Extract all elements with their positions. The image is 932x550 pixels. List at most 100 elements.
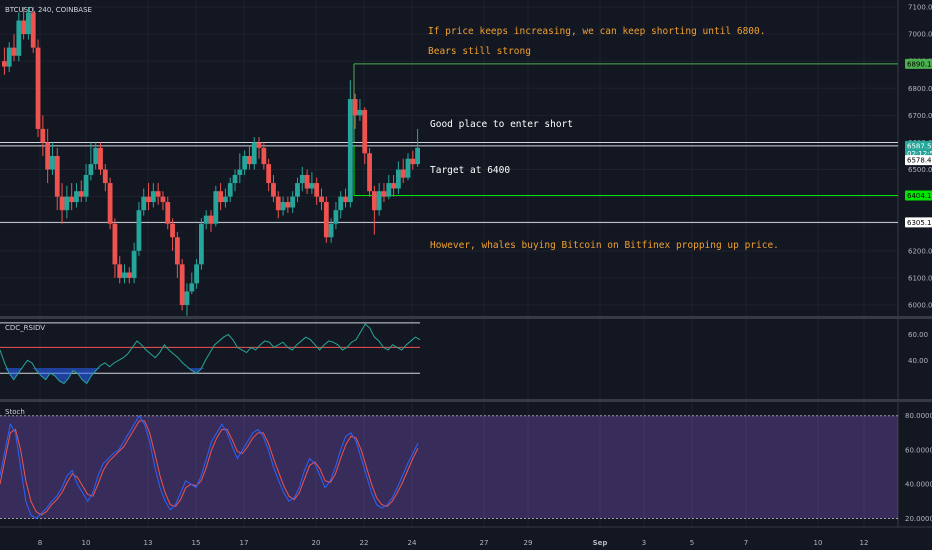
candle-body xyxy=(174,237,180,265)
time-tick-label: 22 xyxy=(360,539,369,547)
candle-body xyxy=(208,215,214,224)
candle-body xyxy=(251,142,257,165)
candle-body xyxy=(198,223,204,265)
time-axis[interactable]: 8 10 13 15 17 20 22 24 27 29 Sep 3 5 7 10 12 xyxy=(38,539,869,547)
candle-body xyxy=(280,202,286,211)
price-tick-label: 7000.00 xyxy=(908,31,932,39)
price-badge-label: 6587.50 xyxy=(907,142,932,150)
candle-body xyxy=(102,169,108,184)
candle-body xyxy=(112,223,118,265)
time-tick-label: 29 xyxy=(524,539,533,547)
candle-body xyxy=(295,183,300,197)
time-tick-label: 8 xyxy=(38,539,42,547)
rsi-pane[interactable]: CDC_RSIDV 60.00 40.00 xyxy=(0,322,928,385)
candle-body xyxy=(16,20,22,56)
stoch-tick-label: 20.0000 xyxy=(905,515,932,523)
candle-body xyxy=(35,47,41,129)
candle-body xyxy=(131,250,137,278)
time-tick-label: 12 xyxy=(860,539,869,547)
candle-body xyxy=(227,183,233,197)
candle-body xyxy=(54,156,60,197)
stoch-band xyxy=(0,415,898,519)
candle-body xyxy=(400,169,406,178)
candle-body xyxy=(93,147,99,165)
candle-body xyxy=(319,196,324,203)
candle-body xyxy=(203,215,209,224)
price-tick-label: 6500.00 xyxy=(908,166,932,174)
candle-body xyxy=(69,196,75,203)
time-tick-label: 15 xyxy=(192,539,201,547)
stoch-pane[interactable]: Stoch 80.0000 60.0000 40.0000 20.0000 xyxy=(0,408,932,523)
candle-body xyxy=(247,156,252,165)
candle-body xyxy=(150,191,156,203)
note-bears: Bears still strong xyxy=(428,46,531,57)
time-tick-label: 3 xyxy=(642,539,646,547)
candle-body xyxy=(381,191,387,197)
price-badge-label: 6578.48 xyxy=(907,157,932,165)
stoch-tick-label: 80.0000 xyxy=(905,412,932,420)
price-badge xyxy=(905,190,932,201)
candle-body xyxy=(391,183,396,189)
candle-body xyxy=(141,196,147,211)
price-badge-label: 6404.17 xyxy=(907,192,932,200)
candles xyxy=(2,7,420,316)
rsi-oversold-fill xyxy=(0,368,420,384)
price-tick-label: 6200.00 xyxy=(908,247,932,255)
candle-body xyxy=(352,99,358,116)
candle-body xyxy=(213,191,219,224)
candle-body xyxy=(299,174,305,184)
candle-body xyxy=(223,196,228,203)
candle-body xyxy=(323,202,329,238)
time-tick-label: 10 xyxy=(82,539,91,547)
candle-body xyxy=(184,291,190,305)
candle-body xyxy=(362,109,368,154)
time-tick-label: 10 xyxy=(814,539,823,547)
candle-body xyxy=(314,183,320,197)
candle-body xyxy=(261,147,267,165)
candle-body xyxy=(395,169,401,189)
candle-body xyxy=(2,61,7,67)
candle-body xyxy=(64,196,70,211)
price-badge xyxy=(905,217,932,228)
candle-body xyxy=(50,156,55,170)
candle-body xyxy=(218,191,224,203)
rsi-tick-label: 60.00 xyxy=(908,331,928,339)
candle-body xyxy=(83,174,89,197)
price-badges: 6890.16 6587.5002:12:506578.48 6404.17 6305… xyxy=(905,58,932,228)
price-tick-label: 6000.00 xyxy=(908,302,932,310)
candle-body xyxy=(88,164,94,175)
candle-body xyxy=(415,147,420,165)
price-badge xyxy=(905,155,932,166)
candle-body xyxy=(98,147,103,170)
candle-body xyxy=(309,183,315,189)
candle-body xyxy=(117,264,123,278)
candle-body xyxy=(165,202,171,224)
candle-body xyxy=(11,47,17,56)
price-badge xyxy=(905,58,932,69)
price-badge-label: 6890.16 xyxy=(907,60,932,68)
candle-body xyxy=(242,156,248,170)
candle-body xyxy=(40,128,46,143)
candle-body xyxy=(405,158,411,178)
candle-body xyxy=(160,196,166,203)
candle-body xyxy=(347,99,353,203)
stoch-panel-title: Stoch xyxy=(5,408,25,416)
stoch-k-line xyxy=(0,414,419,520)
candle-body xyxy=(194,264,199,284)
candle-body xyxy=(179,264,185,305)
level-lines[interactable] xyxy=(0,63,898,223)
time-tick-label: 20 xyxy=(312,539,321,547)
candle-body xyxy=(343,196,348,203)
time-tick-label: 5 xyxy=(690,539,694,547)
candle-body xyxy=(232,174,238,184)
candle-body xyxy=(59,196,65,211)
candle-body xyxy=(386,183,392,197)
candle-body xyxy=(78,191,84,197)
price-badge-label: 6305.15 xyxy=(907,219,932,227)
candle-body xyxy=(410,158,416,165)
rsi-line xyxy=(0,323,421,385)
candle-body xyxy=(290,196,296,208)
candle-body xyxy=(376,191,382,211)
time-tick-label: 24 xyxy=(408,539,417,547)
